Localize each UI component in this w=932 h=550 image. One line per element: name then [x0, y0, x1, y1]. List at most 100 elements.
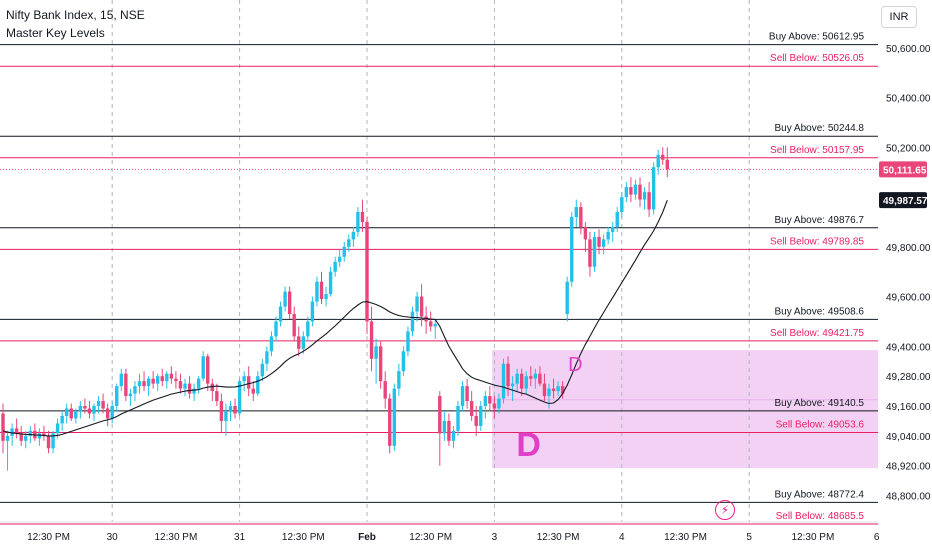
candle-body	[629, 187, 633, 195]
candle-body	[151, 378, 155, 384]
candle-body	[469, 401, 474, 416]
candle-body	[169, 373, 174, 379]
candle	[342, 241, 346, 262]
candle-body	[37, 433, 42, 439]
candle-body	[5, 435, 10, 441]
candle-body	[351, 231, 356, 240]
candle	[524, 371, 528, 394]
candle	[151, 371, 155, 389]
candle	[51, 430, 55, 454]
candle	[442, 410, 447, 441]
candle-body	[624, 187, 629, 198]
candle	[256, 371, 260, 397]
candle	[520, 368, 524, 397]
candle-body	[242, 376, 246, 382]
moving-average-line	[2, 200, 668, 437]
candle	[488, 386, 492, 411]
y-tick-label: 48,920.00	[886, 462, 931, 473]
candle	[542, 373, 547, 402]
candle-body	[265, 351, 269, 364]
x-tick-label: 12:30 PM	[27, 532, 70, 543]
candle-body	[24, 435, 28, 441]
candle-body	[415, 296, 419, 312]
y-tick-label: 50,200.00	[886, 143, 931, 154]
candle	[570, 212, 574, 287]
candle	[392, 383, 396, 451]
x-tick-label: 12:30 PM	[154, 532, 197, 543]
y-tick-label: 49,280.00	[886, 372, 931, 383]
candle-body	[647, 192, 651, 210]
candle-body	[633, 184, 638, 195]
candle-body	[14, 428, 19, 434]
candle	[14, 418, 19, 439]
candle-body	[506, 363, 510, 387]
candle-body	[347, 239, 351, 247]
candle-body	[570, 216, 574, 282]
candle	[178, 373, 183, 394]
candle-body	[442, 420, 447, 434]
candle-body	[456, 406, 460, 431]
candle	[551, 378, 556, 399]
candle-body	[611, 226, 615, 232]
candle-body	[342, 246, 346, 257]
candle-body	[551, 388, 556, 392]
candle	[297, 326, 301, 357]
candle-body	[460, 386, 465, 407]
candle-body	[383, 381, 387, 399]
candle-body	[137, 381, 142, 387]
candle	[556, 381, 560, 397]
x-tick-label: 5	[746, 532, 752, 543]
candle	[174, 371, 178, 389]
candle-body	[237, 381, 242, 414]
candle	[165, 371, 169, 389]
candle	[265, 346, 269, 372]
candle	[642, 187, 647, 210]
candle-body	[142, 381, 146, 387]
candle	[451, 425, 456, 449]
candle-body	[174, 378, 178, 382]
candle-body	[529, 376, 533, 379]
x-tick-label: 31	[234, 532, 246, 543]
candle	[415, 291, 419, 322]
candle-body	[497, 398, 501, 409]
candle-body	[42, 433, 46, 436]
candle	[615, 207, 619, 232]
candle	[101, 393, 105, 414]
candle	[83, 398, 87, 414]
lightning-icon[interactable]: ⚡	[715, 500, 735, 520]
candle	[656, 149, 660, 175]
candle-body	[651, 167, 656, 210]
candle-body	[533, 373, 538, 379]
ma-value-tag-bg	[879, 192, 927, 209]
candle	[124, 368, 128, 402]
candle-body	[333, 261, 337, 272]
candle-body	[560, 386, 565, 394]
candle-body	[583, 226, 588, 240]
candle	[315, 276, 319, 307]
sell-level-label: Sell Below: 49421.75	[770, 328, 864, 339]
candle	[69, 403, 73, 421]
candle-body	[642, 192, 647, 200]
candle-body	[538, 373, 542, 384]
candle	[96, 396, 101, 414]
candle	[142, 371, 146, 392]
x-tick-label: 3	[492, 532, 498, 543]
candle-body	[574, 207, 578, 217]
candle-body	[297, 336, 301, 349]
candle-body	[324, 294, 328, 300]
currency-badge[interactable]: INR	[881, 6, 917, 28]
candle-body	[228, 406, 233, 411]
candle	[156, 373, 160, 392]
candle	[515, 368, 519, 392]
candle	[388, 393, 392, 454]
candle	[469, 391, 474, 421]
candle	[338, 249, 342, 267]
candle	[60, 410, 64, 431]
candle	[160, 368, 164, 387]
candle	[410, 306, 415, 337]
candle	[206, 353, 210, 392]
candle	[237, 378, 242, 416]
candle	[606, 226, 610, 245]
